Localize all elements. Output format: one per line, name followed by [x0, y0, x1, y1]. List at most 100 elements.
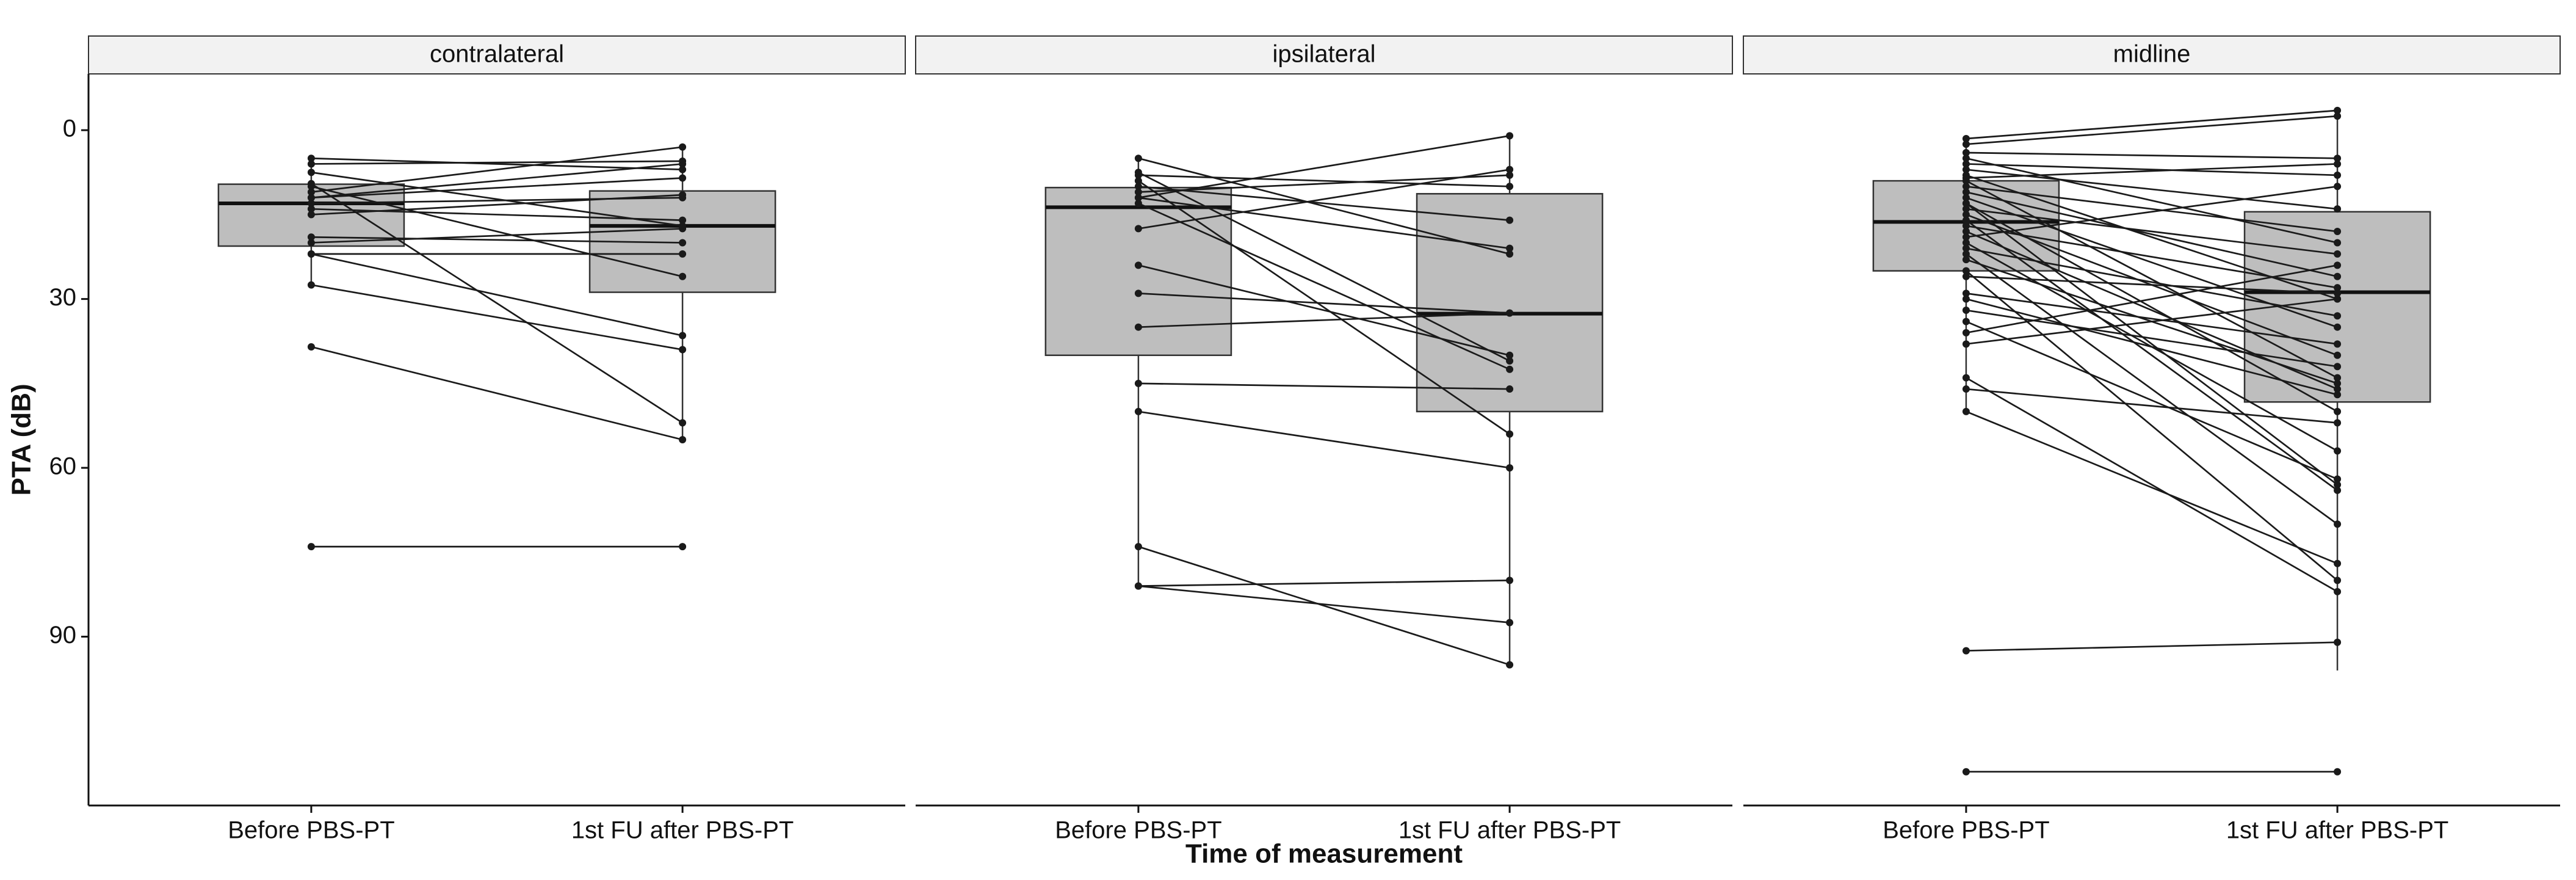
point	[2334, 638, 2342, 646]
point	[2334, 272, 2342, 280]
pair-line	[1966, 321, 2338, 480]
point	[1962, 205, 1970, 213]
point	[307, 250, 315, 258]
point	[1506, 183, 1514, 191]
point	[1962, 140, 1970, 148]
point	[2334, 205, 2342, 213]
pair-line	[1138, 174, 1510, 187]
pair-line	[1966, 115, 2338, 145]
point	[2334, 171, 2342, 179]
point	[679, 346, 687, 354]
point	[2334, 284, 2342, 292]
point	[1506, 357, 1514, 365]
point	[1962, 407, 1970, 415]
point	[1506, 309, 1514, 317]
point	[679, 332, 687, 340]
pair-line	[311, 236, 683, 244]
point	[1134, 194, 1142, 202]
pair-line	[311, 253, 683, 336]
point	[1962, 155, 1970, 162]
point	[2334, 351, 2342, 359]
point	[307, 343, 315, 351]
point	[1506, 216, 1514, 224]
pair-line	[311, 160, 683, 165]
box	[1416, 193, 1604, 413]
point	[1962, 216, 1970, 224]
point	[2334, 374, 2342, 382]
pair-line	[311, 157, 683, 171]
point	[1962, 289, 1970, 297]
pair-line	[1966, 388, 2338, 424]
pair-line	[1966, 293, 2338, 345]
pair-line	[1966, 270, 2338, 581]
point	[1962, 188, 1970, 196]
point	[2334, 385, 2342, 393]
pair-line	[1966, 157, 2338, 244]
point	[1134, 177, 1142, 185]
point	[1134, 407, 1142, 415]
point	[2334, 520, 2342, 528]
point	[679, 225, 687, 233]
pair-line	[311, 146, 683, 193]
point	[1506, 430, 1514, 438]
pair-line	[1966, 225, 2338, 289]
point	[1506, 250, 1514, 258]
point	[679, 419, 687, 427]
pair-line	[1138, 580, 1510, 587]
y-axis-title: PTA (dB)	[7, 384, 37, 495]
pair-line	[1138, 202, 1510, 371]
point	[2334, 486, 2342, 494]
point	[307, 233, 315, 241]
point	[2334, 261, 2342, 269]
point	[679, 191, 687, 199]
pair-line	[311, 284, 683, 351]
pair-line	[1966, 151, 2338, 159]
point	[1506, 385, 1514, 393]
x-tick-label: Before PBS-PT	[1055, 817, 1221, 844]
point	[2334, 289, 2342, 297]
point	[1962, 239, 1970, 247]
point	[307, 199, 315, 207]
point	[679, 165, 687, 173]
point	[1506, 132, 1514, 140]
point	[2334, 155, 2342, 162]
pair-line	[311, 185, 683, 278]
pair-line	[1966, 174, 2338, 300]
point	[1962, 149, 1970, 157]
point	[1134, 188, 1142, 196]
point	[2334, 239, 2342, 247]
pair-line	[1138, 185, 1510, 221]
point	[2334, 447, 2342, 455]
point	[1962, 233, 1970, 241]
pair-line	[1966, 309, 2338, 368]
point	[1962, 307, 1970, 315]
pair-line	[311, 228, 683, 244]
pair-line	[1966, 197, 2338, 328]
point	[1962, 768, 1970, 776]
point	[679, 272, 687, 280]
point	[1962, 267, 1970, 275]
pair-line	[1966, 641, 2338, 652]
point	[1962, 329, 1970, 336]
point	[1134, 225, 1142, 233]
point	[2334, 559, 2342, 567]
strip	[915, 35, 1733, 75]
pair-line	[1138, 585, 1510, 624]
pair-line	[1138, 172, 1510, 362]
point	[1134, 323, 1142, 331]
point	[2334, 475, 2342, 483]
x-axis-title: Time of measurement	[1185, 839, 1463, 869]
pair-line	[311, 171, 683, 227]
pair-line	[1138, 157, 1510, 255]
pair-line	[1966, 410, 2338, 564]
point	[679, 436, 687, 443]
point	[1506, 619, 1514, 627]
point	[1506, 576, 1514, 584]
point	[1506, 661, 1514, 669]
point	[1962, 222, 1970, 230]
point	[1962, 211, 1970, 219]
point	[679, 143, 687, 151]
point	[2334, 576, 2342, 584]
pair-line	[1138, 410, 1510, 469]
